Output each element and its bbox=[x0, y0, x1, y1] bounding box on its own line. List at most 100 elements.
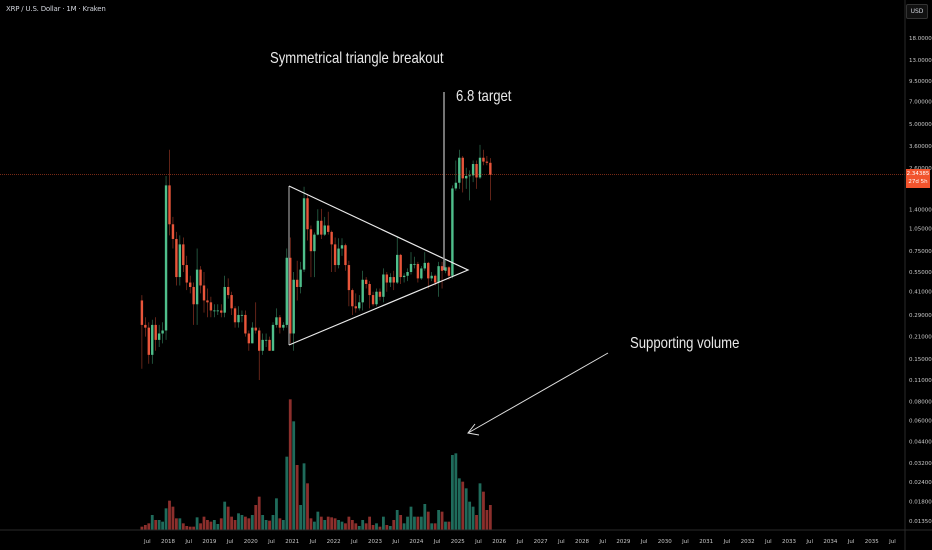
time-tick-label: 2020 bbox=[244, 539, 258, 545]
candle-body bbox=[185, 265, 188, 283]
candle-body bbox=[451, 188, 454, 276]
time-axis[interactable]: Jul 2018 Jul 2019 Jul 2020 Jul 2021 Jul 2022 Jul 20… bbox=[143, 539, 896, 545]
candle-body bbox=[175, 238, 178, 278]
volume-bar bbox=[299, 505, 302, 530]
candle-body bbox=[430, 275, 433, 279]
volume-bar bbox=[371, 525, 375, 530]
candle-body bbox=[337, 248, 340, 266]
candle-body bbox=[161, 330, 164, 334]
volume-bar bbox=[212, 520, 216, 530]
volume-bar bbox=[357, 526, 361, 530]
candle-body bbox=[323, 225, 326, 235]
annotation-target[interactable]: 6.8 target bbox=[456, 88, 512, 105]
volume-bar bbox=[440, 511, 444, 530]
time-tick-label: Jul bbox=[143, 539, 151, 545]
candle-body bbox=[261, 339, 264, 351]
candle-body bbox=[254, 327, 257, 331]
candle-body bbox=[440, 266, 444, 271]
candle-body bbox=[433, 275, 437, 283]
volume-bar bbox=[192, 526, 196, 530]
volume-bar bbox=[368, 516, 371, 530]
volume-bar bbox=[323, 520, 327, 530]
candle-body bbox=[340, 245, 344, 249]
candle-body bbox=[468, 175, 471, 177]
volume-bar bbox=[302, 463, 306, 530]
volume-bar bbox=[175, 518, 178, 530]
time-tick-label: Jul bbox=[598, 539, 606, 545]
volume-bar bbox=[388, 526, 392, 530]
volume-bar bbox=[354, 523, 358, 530]
volume-bar bbox=[437, 510, 440, 530]
candle-body bbox=[413, 263, 416, 265]
time-tick-label: 2019 bbox=[202, 539, 216, 545]
candle-body bbox=[192, 286, 195, 305]
volume-bars bbox=[140, 399, 492, 530]
candle-body bbox=[240, 314, 244, 316]
volume-bar bbox=[471, 506, 475, 530]
volume-bar bbox=[157, 520, 161, 530]
currency-button[interactable]: USD bbox=[906, 4, 928, 19]
volume-bar bbox=[188, 526, 192, 530]
volume-bar bbox=[478, 483, 482, 530]
time-tick-label: 2035 bbox=[865, 539, 879, 545]
annotation-title[interactable]: Symmetrical triangle breakout bbox=[270, 50, 444, 67]
volume-bar bbox=[395, 510, 399, 530]
candle-body bbox=[223, 286, 226, 313]
candle-body bbox=[489, 162, 492, 175]
current-price-value: 2.34385 bbox=[906, 171, 930, 177]
time-tick-label: Jul bbox=[226, 539, 234, 545]
arrow-drawing[interactable] bbox=[467, 352, 609, 436]
time-tick-label: Jul bbox=[888, 539, 896, 545]
candle-body bbox=[199, 269, 202, 286]
price-tick-label: 1.40000 bbox=[909, 207, 932, 213]
price-tick-label: 0.04400 bbox=[909, 439, 932, 445]
candle-body bbox=[271, 324, 275, 351]
candle-body bbox=[354, 306, 357, 309]
candle-body bbox=[264, 339, 268, 341]
volume-bar bbox=[244, 516, 247, 530]
candle-body bbox=[244, 314, 247, 334]
volume-bar bbox=[350, 520, 354, 530]
current-price-label: 2.34385 27d 5h bbox=[906, 169, 930, 188]
volume-bar bbox=[433, 523, 437, 530]
candle-body bbox=[396, 254, 399, 283]
volume-bar bbox=[178, 518, 182, 530]
volume-bar bbox=[150, 515, 154, 530]
price-tick-label: 13.00000 bbox=[909, 58, 932, 64]
candle-body bbox=[327, 225, 330, 232]
candle-body bbox=[378, 291, 382, 297]
candle-body bbox=[299, 269, 302, 287]
candle-body bbox=[292, 279, 295, 334]
price-axis[interactable]: 18.00000 13.00000 9.50000 7.00000 5.00000 3.6… bbox=[909, 36, 932, 525]
time-tick-label: 2027 bbox=[534, 539, 548, 545]
price-tick-label: 18.00000 bbox=[909, 36, 932, 42]
volume-bar bbox=[254, 505, 258, 530]
volume-bar bbox=[413, 516, 416, 530]
candle-body bbox=[226, 286, 230, 296]
price-tick-label: 5.00000 bbox=[909, 122, 932, 128]
time-tick-label: Jul bbox=[433, 539, 441, 545]
candle-body bbox=[402, 275, 406, 278]
volume-bar bbox=[247, 518, 251, 530]
candlesticks bbox=[140, 144, 492, 380]
volume-bar bbox=[333, 518, 337, 530]
annotation-volume[interactable]: Supporting volume bbox=[630, 335, 740, 352]
price-tick-label: 0.01800 bbox=[909, 499, 932, 505]
volume-bar bbox=[295, 465, 299, 530]
time-tick-label: 2032 bbox=[741, 539, 755, 545]
volume-bar bbox=[361, 520, 365, 530]
candle-body bbox=[206, 300, 209, 303]
time-tick-label: Jul bbox=[516, 539, 524, 545]
candle-body bbox=[475, 164, 478, 178]
triangle-drawing[interactable] bbox=[288, 185, 470, 346]
candle-body bbox=[482, 157, 485, 162]
candle-body bbox=[306, 198, 309, 230]
time-tick-label: Jul bbox=[764, 539, 772, 545]
volume-bar bbox=[488, 505, 492, 530]
volume-bar bbox=[154, 520, 158, 530]
time-tick-label: 2026 bbox=[492, 539, 506, 545]
price-tick-label: 0.08000 bbox=[909, 399, 932, 405]
volume-bar bbox=[271, 515, 275, 530]
candle-body bbox=[278, 317, 282, 328]
